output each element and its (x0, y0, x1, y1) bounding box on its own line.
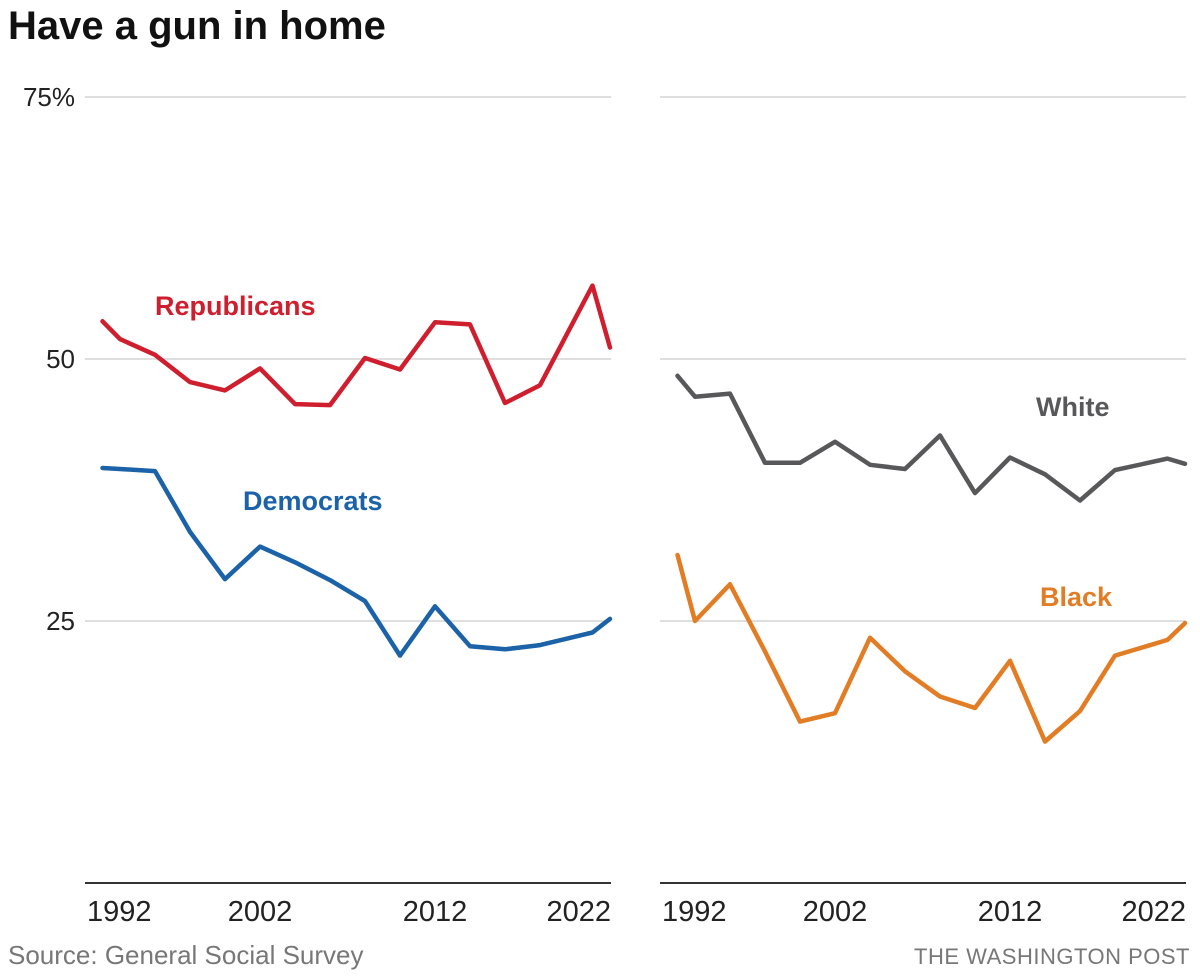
y-tick-label: 75% (23, 82, 75, 112)
series-line-democrats (100, 465, 613, 658)
y-tick-label: 50 (46, 344, 75, 374)
x-tick-label: 2022 (1121, 896, 1186, 928)
series-label-black: Black (1040, 582, 1113, 612)
x-tick-label: 2012 (403, 896, 468, 928)
y-tick-label: 25 (46, 606, 75, 636)
x-tick-label: 1992 (87, 896, 152, 928)
credit: THE WASHINGTON POST (914, 944, 1190, 969)
series-label-republicans: Republicans (155, 291, 316, 321)
x-tick-label: 1992 (662, 896, 727, 928)
series-line-white (675, 373, 1188, 503)
series-label-democrats: Democrats (243, 486, 383, 516)
x-tick-label: 2002 (803, 896, 868, 928)
series-line-republicans (100, 283, 613, 408)
series-label-white: White (1036, 392, 1110, 422)
x-tick-label: 2012 (978, 896, 1043, 928)
source-note: Source: General Social Survey (8, 940, 364, 970)
x-tick-label: 2022 (546, 896, 611, 928)
chart-title: Have a gun in home (8, 4, 386, 48)
series-line-black (675, 552, 1188, 744)
x-tick-label: 2002 (228, 896, 293, 928)
